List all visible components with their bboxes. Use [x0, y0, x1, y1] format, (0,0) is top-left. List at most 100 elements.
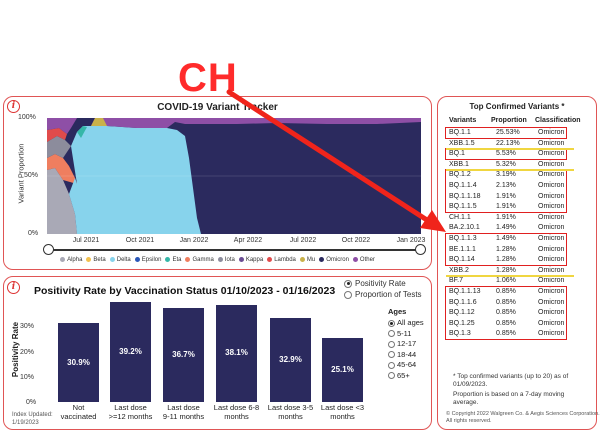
- legend-dot-icon: [109, 257, 115, 262]
- legend-item-alpha[interactable]: Alpha: [60, 257, 82, 263]
- toggle-proportion-of-tests[interactable]: Proportion of Tests: [344, 290, 422, 299]
- table-row[interactable]: BQ.1.1.4 2.13% Omicron: [449, 182, 565, 189]
- age-option[interactable]: 5-11: [388, 329, 424, 340]
- table-row[interactable]: BE.1.1.1 1.28% Omicron: [449, 245, 565, 253]
- bar-value-label: 39.2%: [119, 347, 142, 356]
- radio-icon[interactable]: [344, 279, 352, 288]
- footnote-moving-average: Proportion is based on a 7-day moving av…: [453, 391, 565, 406]
- footnote-top-variants: * Top confirmed variants (up to 20) as o…: [453, 373, 569, 388]
- ages-filter: Ages All ages 5-11 12-17 18-44 45-64 65+: [388, 307, 424, 381]
- table-row[interactable]: XBB.2 1.28% Omicron: [449, 266, 565, 274]
- radio-icon[interactable]: [388, 351, 395, 359]
- table-row[interactable]: BQ.1.3 0.85% Omicron: [449, 330, 565, 338]
- legend-dot-icon: [165, 257, 171, 262]
- legend-dot-icon: [86, 257, 92, 262]
- legend-item-iota[interactable]: Iota: [217, 257, 235, 263]
- age-option[interactable]: 12-17: [388, 339, 424, 350]
- area-other-early: [47, 118, 77, 134]
- legend-item-epsilon[interactable]: Epsilon: [134, 257, 161, 263]
- legend-dot-icon: [319, 257, 325, 262]
- table-row[interactable]: BQ.1.12 0.85% Omicron: [449, 309, 565, 317]
- table-row[interactable]: BF.7 1.06% Omicron: [449, 277, 565, 285]
- area-epsilon: [47, 128, 67, 142]
- table-row[interactable]: CH.1.1 1.91% Omicron: [449, 213, 565, 221]
- category-label: Last dose <3 months: [320, 403, 365, 421]
- legend-dot-icon: [299, 257, 305, 262]
- highlight-underline: [446, 169, 574, 171]
- table-row[interactable]: BQ.1.14 1.28% Omicron: [449, 256, 565, 264]
- radio-icon[interactable]: [388, 319, 395, 327]
- legend-item-gamma[interactable]: Gamma: [185, 257, 214, 263]
- legend-item-kappa[interactable]: Kappa: [238, 257, 263, 263]
- age-option[interactable]: 65+: [388, 371, 424, 382]
- bar[interactable]: 30.9%: [58, 323, 99, 402]
- date-range-slider-end-handle[interactable]: [415, 244, 426, 255]
- table-row[interactable]: BQ.1.1.13 0.85% Omicron: [449, 288, 565, 295]
- age-option[interactable]: 18-44: [388, 350, 424, 361]
- variant-tracker-panel: COVID-19 Variant Tracker Variant Proport…: [3, 96, 432, 270]
- table-row[interactable]: XBB.1 5.32% Omicron: [449, 160, 565, 168]
- table-row[interactable]: BQ.1.1.6 0.85% Omicron: [449, 298, 565, 306]
- positivity-y-axis-label: Positivity Rate: [11, 321, 21, 378]
- legend-dot-icon: [267, 257, 273, 262]
- index-updated: Index Updated: 1/19/2023: [12, 412, 53, 426]
- radio-icon[interactable]: [388, 372, 395, 380]
- info-icon[interactable]: i: [7, 100, 20, 113]
- positivity-y-tick: 10%: [20, 374, 35, 381]
- table-row[interactable]: BQ.1.1.18 1.91% Omicron: [449, 192, 565, 200]
- legend-item-lambda[interactable]: Lambda: [267, 257, 296, 263]
- bar-value-label: 32.9%: [279, 355, 302, 365]
- radio-icon[interactable]: [344, 290, 352, 299]
- legend-dot-icon: [185, 257, 191, 262]
- legend-item-delta[interactable]: Delta: [109, 257, 131, 263]
- legend-dot-icon: [352, 257, 358, 262]
- radio-icon[interactable]: [388, 361, 395, 369]
- legend-item-omicron[interactable]: Omicron: [319, 257, 349, 263]
- legend-item-eta[interactable]: Eta: [165, 257, 181, 263]
- bar-value-label: 38.1%: [225, 348, 248, 358]
- date-range-slider-start-handle[interactable]: [43, 244, 54, 255]
- bar[interactable]: 32.9%: [270, 318, 311, 402]
- table-row[interactable]: BQ.1.1 25.53% Omicron: [449, 129, 565, 136]
- area-alpha: [47, 168, 77, 234]
- date-range-slider-track[interactable]: [48, 249, 421, 251]
- table-row[interactable]: BQ.1.1.5 1.91% Omicron: [449, 203, 565, 211]
- highlight-underline: [446, 275, 574, 277]
- info-icon[interactable]: i: [7, 281, 20, 294]
- legend-item-mu[interactable]: Mu: [299, 257, 315, 263]
- bar[interactable]: 25.1%: [322, 337, 363, 402]
- category-label: Last dose 9-11 months: [162, 403, 205, 421]
- positivity-y-tick: 20%: [20, 349, 35, 356]
- category-label: Last dose 3-5 months: [267, 403, 314, 421]
- legend-dot-icon: [217, 257, 223, 262]
- variants-header: Variants: [449, 117, 477, 124]
- legend-item-other[interactable]: Other: [352, 257, 375, 263]
- tracker-legend: Alpha Beta Delta Epsilon Eta Gamma Iota Kappa La…: [4, 257, 431, 263]
- legend-item-beta[interactable]: Beta: [86, 257, 106, 263]
- tracker-y-tick: 0%: [28, 230, 39, 237]
- copyright: © Copyright 2022 Walgreen Co. & Aegis Sc…: [446, 411, 600, 424]
- table-row[interactable]: BQ.1.1.3 1.49% Omicron: [449, 235, 565, 242]
- radio-icon[interactable]: [388, 340, 395, 348]
- table-row[interactable]: XBB.1.5 22.13% Omicron: [449, 139, 565, 147]
- table-row[interactable]: BQ.1.25 0.85% Omicron: [449, 319, 565, 327]
- bar[interactable]: 38.1%: [216, 304, 257, 402]
- variant-area-chart[interactable]: [47, 118, 421, 234]
- toggle-positivity-rate[interactable]: Positivity Rate: [344, 279, 406, 288]
- bar[interactable]: 36.7%: [163, 308, 204, 402]
- table-row[interactable]: BA.2.10.1 1.49% Omicron: [449, 224, 565, 232]
- tracker-x-tick: Oct 2022: [341, 237, 371, 244]
- area-mu: [91, 118, 107, 126]
- age-option[interactable]: All ages: [388, 318, 424, 329]
- table-row[interactable]: BQ.1 5.53% Omicron: [449, 150, 565, 158]
- positivity-y-tick: 30%: [20, 323, 35, 330]
- bar[interactable]: 39.2%: [110, 302, 151, 402]
- tracker-title: COVID-19 Variant Tracker: [157, 102, 278, 113]
- bar-value-label: 25.1%: [331, 364, 354, 374]
- table-row[interactable]: BQ.1.2 3.19% Omicron: [449, 171, 565, 179]
- classification-header: Classification: [535, 117, 581, 124]
- age-option[interactable]: 45-64: [388, 360, 424, 371]
- area-delta: [69, 126, 201, 234]
- radio-icon[interactable]: [388, 330, 395, 338]
- positivity-y-tick: 0%: [26, 399, 37, 406]
